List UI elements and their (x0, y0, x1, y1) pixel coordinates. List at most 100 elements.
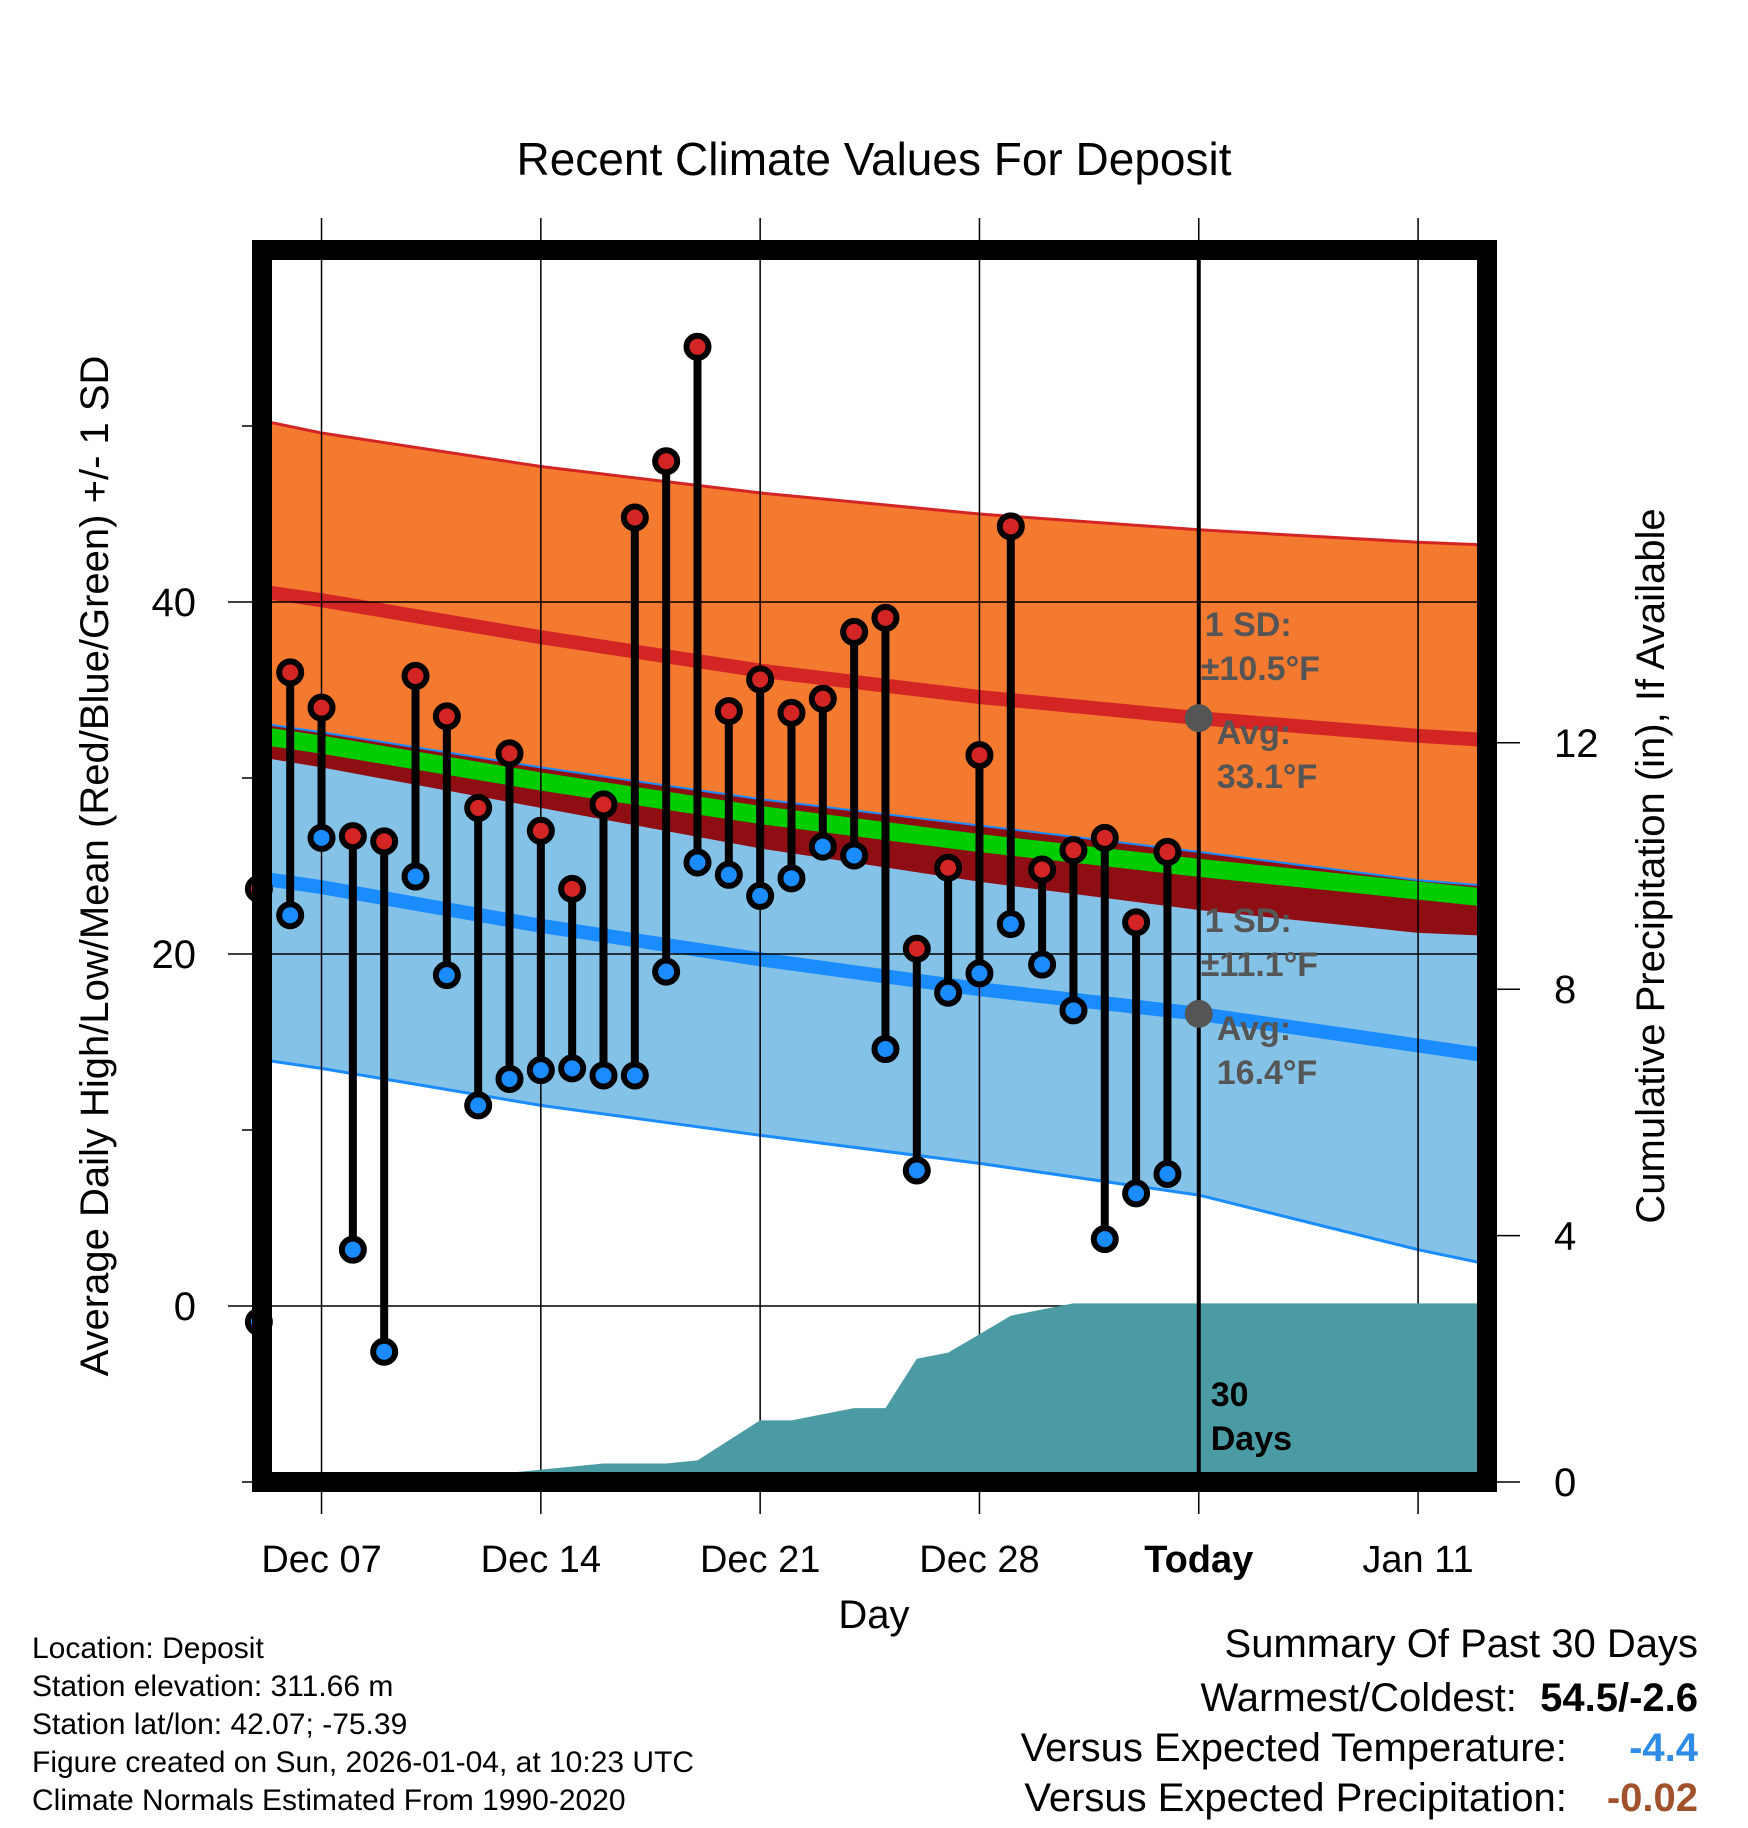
x-tick-label: Dec 21 (700, 1539, 820, 1581)
low-marker (432, 961, 461, 990)
high-marker (934, 853, 963, 882)
warm-cold-value: 54.5/-2.6 (1540, 1676, 1698, 1720)
high-marker (558, 874, 587, 903)
high-marker (652, 447, 681, 476)
y-axis-label: Average Daily High/Low/Mean (Red/Blue/Gr… (73, 356, 117, 1377)
high-marker (902, 934, 931, 963)
x-tick-label: Dec 28 (919, 1539, 1039, 1581)
high-marker (1028, 855, 1057, 884)
high-upper-line (262, 419, 1487, 547)
low-avg-label: Avg: (1217, 1010, 1291, 1048)
low-lower-line (262, 1058, 1487, 1266)
low-marker (1122, 1179, 1151, 1208)
high-marker (526, 816, 555, 845)
low-sd-label: 1 SD: (1205, 902, 1292, 940)
high-sd-value: ±10.5°F (1201, 650, 1320, 688)
low-marker (902, 1156, 931, 1185)
high-marker (276, 658, 305, 687)
low-marker (620, 1061, 649, 1090)
low-marker (808, 832, 837, 861)
high-marker (1153, 837, 1182, 866)
plot-frame (252, 240, 1497, 1492)
high-marker (840, 617, 869, 646)
high-marker (965, 741, 994, 770)
low-marker (746, 881, 775, 910)
x-tick-label: Today (1144, 1539, 1253, 1581)
annotation-layer: 1 SD: ±10.5°F Avg: 33.1°F 1 SD: ±11.1°F Avg: 16… (1184, 606, 1320, 1458)
high-marker (464, 793, 493, 822)
low-marker (652, 957, 681, 986)
low-marker (934, 978, 963, 1007)
x-tick-label: Dec 07 (261, 1539, 381, 1581)
y2-tick-label: 8 (1554, 968, 1576, 1012)
summary-precipitation: Versus Expected Precipitation: -0.02 (1024, 1776, 1698, 1821)
high-marker (620, 503, 649, 532)
y-tick-label: 20 (152, 933, 197, 977)
low-marker (307, 823, 336, 852)
high-marker (777, 698, 806, 727)
low-marker (996, 910, 1025, 939)
high-marker (714, 697, 743, 726)
x-tick-label: Jan 11 (1362, 1539, 1473, 1581)
low-marker (871, 1035, 900, 1064)
temp-label: Versus Expected Temperature: (1020, 1726, 1567, 1770)
low-marker (1090, 1225, 1119, 1254)
high-avg-label: Avg: (1217, 714, 1291, 752)
bands-layer (262, 419, 1487, 1266)
normal-low-line (262, 871, 1487, 1063)
low-avg-dot (1184, 999, 1213, 1028)
high-marker (432, 702, 461, 731)
axes-layer: Dec 07 Dec 14 Dec 21 Dec 28 Today Jan 11 0 20 40… (152, 218, 1599, 1581)
high-marker (338, 822, 367, 851)
high-marker (307, 693, 336, 722)
y2-axis-label: Cumulative Precipitation (in), If Availa… (1629, 508, 1673, 1223)
warm-cold-label: Warmest/Coldest: (1200, 1676, 1517, 1720)
low-marker (777, 864, 806, 893)
low-marker (1028, 950, 1057, 979)
elevation-text: Station elevation: 311.66 m (32, 1670, 394, 1703)
y-tick-label: 40 (152, 581, 197, 625)
low-upper-line (262, 722, 1487, 887)
low-marker (589, 1061, 618, 1090)
location-text: Location: Deposit (32, 1632, 264, 1665)
low-marker (276, 901, 305, 930)
high-marker (746, 665, 775, 694)
low-marker (840, 841, 869, 870)
summary-heading: Summary Of Past 30 Days (1224, 1622, 1698, 1666)
precip-value: -0.02 (1606, 1776, 1698, 1820)
high-marker (401, 661, 430, 690)
high-marker (495, 739, 524, 768)
created-text: Figure created on Sun, 2026-01-04, at 10… (32, 1746, 695, 1779)
days-word-label: Days (1211, 1420, 1292, 1458)
low-sd-value: ±11.1°F (1201, 946, 1318, 984)
normal-high-line (262, 584, 1487, 748)
high-marker (996, 512, 1025, 541)
low-marker (1153, 1160, 1182, 1188)
high-marker (1090, 823, 1119, 852)
normals-text: Climate Normals Estimated From 1990-2020 (32, 1784, 626, 1817)
y2-tick-label: 0 (1554, 1461, 1576, 1505)
chart-title: Recent Climate Values For Deposit (517, 133, 1232, 185)
summary-warm-cold: Warmest/Coldest: 54.5/-2.6 (1201, 1676, 1699, 1721)
high-marker (589, 790, 618, 819)
high-marker (1122, 908, 1151, 937)
summary-temperature: Versus Expected Temperature: -4.4 (1021, 1726, 1698, 1771)
observations-layer (244, 250, 1201, 1482)
precip-area (262, 1303, 1487, 1482)
low-marker (683, 848, 712, 877)
low-marker (401, 862, 430, 891)
high-sd-label: 1 SD: (1205, 606, 1292, 644)
high-marker (808, 684, 837, 713)
low-marker (965, 959, 994, 988)
y2-tick-label: 4 (1554, 1215, 1576, 1259)
normal-mean-line (262, 726, 1487, 907)
high-avg-dot (1184, 704, 1213, 733)
y2-tick-label: 12 (1554, 722, 1599, 766)
high-avg-value: 33.1°F (1217, 758, 1318, 796)
precip-layer (262, 1303, 1487, 1482)
low-marker (558, 1054, 587, 1083)
x-tick-label: Dec 14 (481, 1539, 601, 1581)
x-axis-label: Day (838, 1593, 909, 1637)
high-marker (871, 603, 900, 632)
